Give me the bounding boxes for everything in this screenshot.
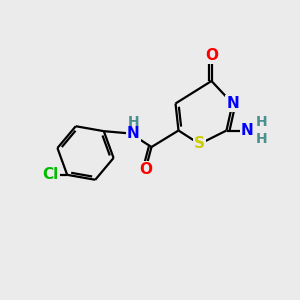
Text: H: H: [128, 115, 139, 128]
Text: O: O: [139, 162, 152, 177]
Text: N: N: [226, 96, 239, 111]
Text: O: O: [205, 48, 218, 63]
Text: H: H: [256, 132, 268, 146]
Text: N: N: [241, 123, 253, 138]
Text: N: N: [127, 126, 140, 141]
Text: S: S: [194, 136, 205, 152]
Text: H: H: [256, 115, 268, 129]
Text: Cl: Cl: [43, 167, 59, 182]
